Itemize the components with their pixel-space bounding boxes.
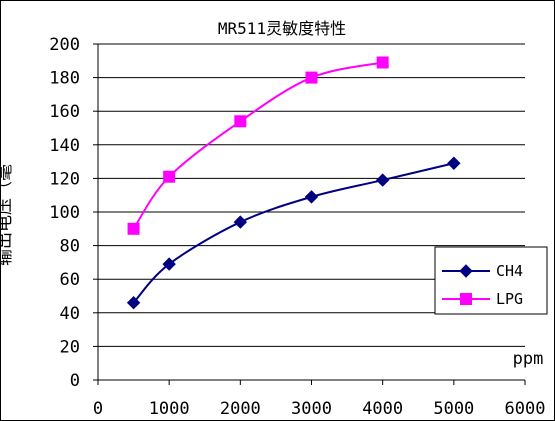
y-tick-label-160: 160 bbox=[49, 102, 80, 122]
y-tick-label-20: 20 bbox=[60, 337, 80, 357]
data-point-lpg-3000 bbox=[305, 71, 318, 84]
series-lpg bbox=[127, 56, 389, 235]
data-point-ch4-5000 bbox=[447, 156, 461, 170]
x-tick-label-3000: 3000 bbox=[291, 399, 332, 419]
y-axis-label: 输出电压（毫 bbox=[0, 164, 15, 266]
legend-label-ch4: CH4 bbox=[496, 262, 523, 280]
legend-box bbox=[434, 246, 548, 315]
x-tick-label-0: 0 bbox=[93, 399, 103, 419]
legend-label-lpg: LPG bbox=[496, 290, 523, 308]
data-point-ch4-500 bbox=[126, 296, 141, 310]
x-axis-label: ppm bbox=[513, 349, 544, 369]
y-tick-label-200: 200 bbox=[49, 35, 80, 55]
data-point-lpg-2000 bbox=[234, 115, 247, 128]
y-tick-label-40: 40 bbox=[60, 304, 80, 324]
y-tick-label-60: 60 bbox=[60, 270, 80, 290]
data-point-lpg-4000 bbox=[376, 56, 389, 69]
series-ch4 bbox=[126, 156, 461, 310]
data-point-ch4-2000 bbox=[233, 215, 248, 229]
data-point-lpg-500 bbox=[127, 222, 140, 235]
x-tick-label-6000: 6000 bbox=[505, 399, 546, 419]
legend: CH4 LPG bbox=[434, 246, 548, 315]
y-tick-label-80: 80 bbox=[60, 237, 80, 257]
x-tick-label-2000: 2000 bbox=[220, 399, 261, 419]
y-tick-label-100: 100 bbox=[49, 203, 80, 223]
y-tick-labels: 0 20 40 60 80 100 120 140 160 180 200 bbox=[49, 35, 80, 391]
data-point-lpg-1000 bbox=[163, 170, 176, 183]
legend-marker-lpg bbox=[460, 293, 472, 305]
y-tick-label-140: 140 bbox=[49, 136, 80, 156]
x-tick-label-1000: 1000 bbox=[149, 399, 190, 419]
axes bbox=[93, 43, 526, 385]
y-tick-label-180: 180 bbox=[49, 69, 80, 89]
series bbox=[126, 56, 461, 310]
y-tick-label-0: 0 bbox=[70, 371, 80, 391]
legend-marker-ch4 bbox=[459, 264, 473, 278]
data-point-ch4-4000 bbox=[375, 173, 390, 187]
data-point-ch4-3000 bbox=[304, 190, 319, 204]
chart-title: MR511灵敏度特性 bbox=[218, 19, 346, 38]
y-tick-label-120: 120 bbox=[49, 169, 80, 189]
x-tick-labels: 0 1000 2000 3000 4000 5000 6000 bbox=[93, 399, 546, 419]
x-tick-label-5000: 5000 bbox=[433, 399, 474, 419]
data-point-ch4-1000 bbox=[162, 257, 176, 271]
x-tick-label-4000: 4000 bbox=[362, 399, 403, 419]
